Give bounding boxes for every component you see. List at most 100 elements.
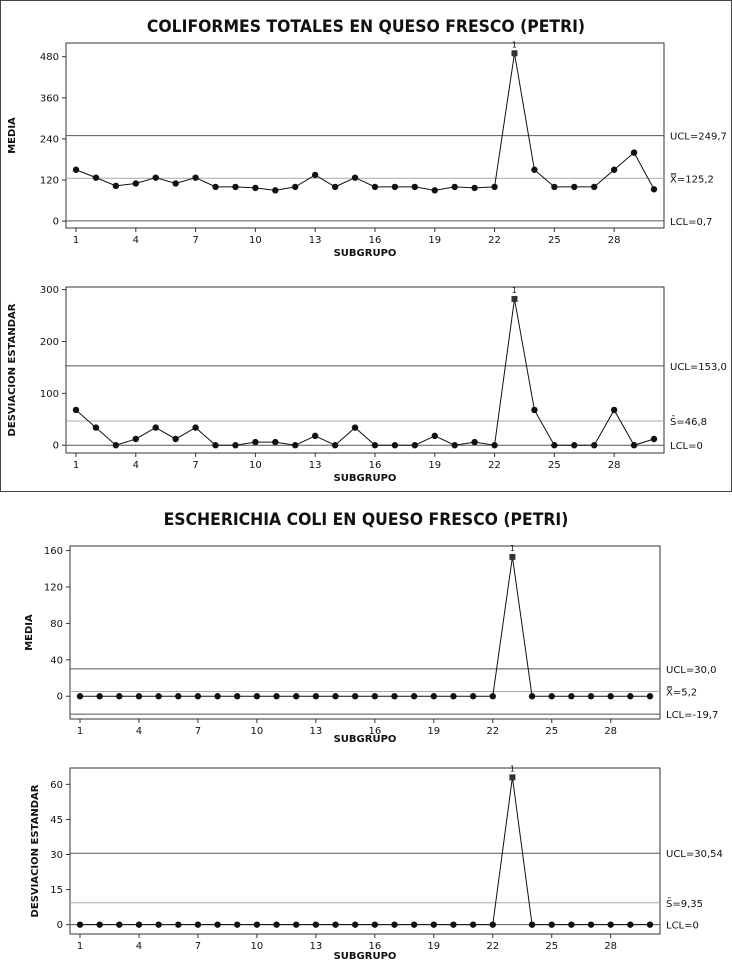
data-point — [491, 183, 498, 191]
data-point — [232, 183, 239, 191]
data-point — [311, 171, 319, 179]
data-point — [273, 693, 280, 700]
x-tick-label: 1 — [73, 460, 79, 471]
x-tick-label: 28 — [608, 460, 621, 471]
ucl-label: UCL=153,0 — [670, 362, 727, 373]
x-tick-label: 16 — [368, 726, 381, 737]
data-point — [451, 442, 458, 449]
data-point — [391, 442, 399, 449]
y-tick-label: 100 — [40, 389, 59, 400]
data-point — [112, 182, 120, 190]
x-tick-label: 1 — [73, 235, 79, 246]
data-point — [76, 921, 84, 928]
data-point — [76, 693, 84, 700]
lcl-label: LCL=0 — [670, 441, 703, 452]
data-point — [531, 166, 538, 173]
x-tick-label: 1 — [77, 726, 83, 737]
out-of-control-point — [511, 50, 518, 57]
data-point — [332, 921, 339, 928]
x-tick-label: 25 — [545, 941, 558, 952]
data-point — [253, 921, 261, 928]
data-point — [92, 174, 100, 181]
x-tick-label: 7 — [195, 941, 201, 952]
chart-title-escherichia: ESCHERICHIA COLI EN QUESO FRESCO (PETRI) — [163, 510, 569, 530]
data-point — [311, 432, 319, 440]
data-point — [371, 921, 379, 928]
data-point — [551, 183, 558, 191]
data-point — [194, 693, 202, 700]
data-point — [234, 693, 241, 700]
data-point — [591, 442, 598, 449]
data-point — [451, 183, 458, 191]
center-label: X̿=125,2 — [670, 171, 714, 185]
data-point — [491, 442, 498, 449]
data-point — [331, 442, 339, 449]
x-tick-label: 4 — [133, 460, 139, 471]
data-point — [528, 693, 536, 700]
out-of-control-flag: 1 — [510, 764, 515, 773]
data-point — [155, 693, 162, 700]
out-of-control-flag: 1 — [512, 40, 517, 49]
x-axis-label: SUBGRUPO — [334, 248, 397, 259]
y-tick-label: 45 — [50, 815, 63, 826]
data-point — [528, 921, 536, 928]
data-point — [471, 184, 478, 192]
center-label: S̄=9,35 — [666, 897, 703, 910]
data-point — [293, 921, 300, 928]
y-tick-label: 120 — [40, 176, 59, 187]
y-tick-label: 40 — [50, 655, 63, 666]
x-axis-label: SUBGRUPO — [334, 473, 397, 484]
data-point — [312, 693, 320, 700]
x-tick-label: 22 — [488, 235, 501, 246]
x-tick-label: 10 — [249, 460, 262, 471]
data-point — [293, 693, 300, 700]
x-tick-label: 1 — [77, 941, 83, 952]
data-point — [72, 166, 80, 173]
x-tick-label: 19 — [427, 941, 440, 952]
y-tick-label: 30 — [50, 850, 63, 861]
lcl-label: LCL=-19,7 — [666, 710, 718, 721]
y-tick-label: 15 — [50, 885, 63, 896]
data-point — [391, 921, 398, 928]
x-tick-label: 10 — [251, 726, 264, 737]
data-point — [192, 424, 199, 431]
y-tick-label: 240 — [40, 134, 59, 145]
data-point — [92, 424, 100, 431]
data-point — [410, 921, 418, 928]
y-axis-label: MEDIA — [7, 117, 18, 154]
data-point — [568, 921, 575, 928]
data-point — [312, 921, 320, 928]
data-point — [587, 693, 595, 700]
y-tick-label: 120 — [44, 582, 63, 593]
x-tick-label: 19 — [428, 235, 441, 246]
x-axis-label: SUBGRUPO — [334, 734, 397, 745]
x-axis-label: SUBGRUPO — [334, 951, 397, 962]
y-tick-label: 0 — [57, 920, 63, 931]
lcl-label: LCL=0,7 — [670, 217, 712, 228]
x-tick-label: 16 — [369, 235, 382, 246]
data-point — [568, 693, 575, 700]
out-of-control-flag: 1 — [512, 286, 517, 295]
data-point — [391, 693, 398, 700]
x-tick-label: 13 — [309, 726, 322, 737]
out-of-control-flag: 1 — [510, 544, 515, 553]
data-point — [351, 693, 359, 700]
coliformes-panel: COLIFORMES TOTALES EN QUESO FRESCO (PETR… — [0, 0, 732, 492]
x-tick-label: 13 — [309, 941, 322, 952]
x-tick-label: 13 — [309, 460, 322, 471]
data-point — [469, 921, 477, 928]
x-tick-label: 19 — [427, 726, 440, 737]
y-axis-label: MEDIA — [24, 614, 35, 651]
data-point — [132, 435, 139, 443]
series-line — [80, 556, 650, 697]
data-point — [351, 921, 359, 928]
data-point — [587, 921, 595, 928]
data-point — [391, 183, 399, 191]
series-line — [75, 298, 655, 446]
data-point — [646, 921, 654, 928]
data-point — [431, 187, 438, 194]
data-point — [252, 438, 259, 446]
y-tick-label: 160 — [44, 546, 63, 557]
out-of-control-point — [509, 553, 516, 560]
data-point — [469, 693, 477, 700]
